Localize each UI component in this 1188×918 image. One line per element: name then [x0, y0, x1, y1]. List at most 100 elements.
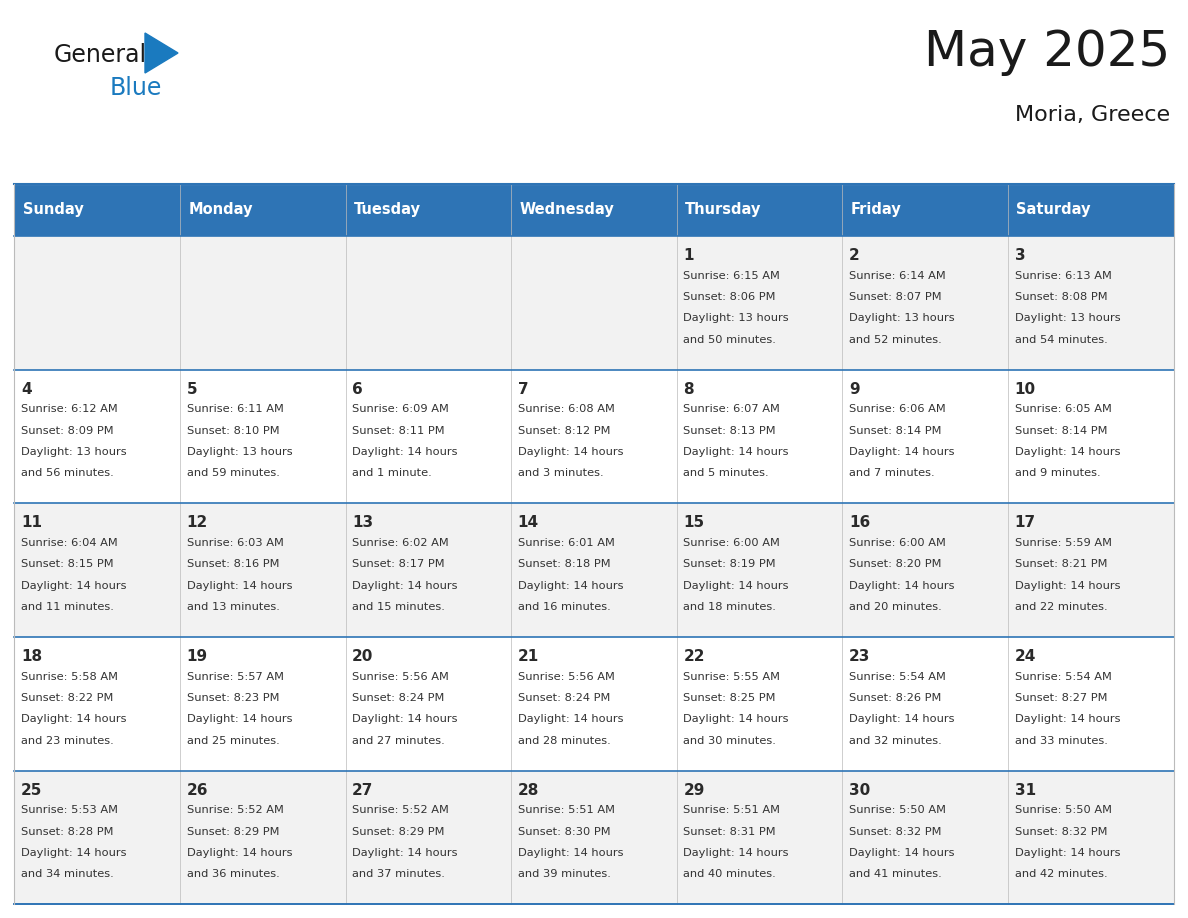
Text: 3: 3 — [1015, 248, 1025, 263]
Bar — [677, 184, 842, 236]
Bar — [14, 184, 179, 236]
Bar — [1009, 637, 1174, 770]
Text: Sunset: 8:24 PM: Sunset: 8:24 PM — [352, 693, 444, 703]
Text: and 28 minutes.: and 28 minutes. — [518, 736, 611, 745]
Text: Daylight: 14 hours: Daylight: 14 hours — [187, 848, 292, 858]
Text: Sunset: 8:16 PM: Sunset: 8:16 PM — [187, 559, 279, 569]
Text: Sunrise: 6:06 AM: Sunrise: 6:06 AM — [849, 404, 946, 414]
Text: Sunrise: 5:57 AM: Sunrise: 5:57 AM — [187, 672, 284, 682]
Text: and 39 minutes.: and 39 minutes. — [518, 869, 611, 879]
Text: 14: 14 — [518, 515, 539, 531]
Bar — [511, 236, 677, 370]
Polygon shape — [145, 33, 178, 73]
Text: and 22 minutes.: and 22 minutes. — [1015, 602, 1107, 612]
Text: Sunset: 8:17 PM: Sunset: 8:17 PM — [352, 559, 444, 569]
Text: and 1 minute.: and 1 minute. — [352, 468, 432, 478]
Text: Daylight: 14 hours: Daylight: 14 hours — [21, 714, 126, 724]
Text: Thursday: Thursday — [685, 202, 762, 218]
Text: Daylight: 14 hours: Daylight: 14 hours — [849, 848, 955, 858]
Text: Sunrise: 6:02 AM: Sunrise: 6:02 AM — [352, 538, 449, 548]
Bar — [14, 370, 179, 503]
Text: Sunrise: 6:14 AM: Sunrise: 6:14 AM — [849, 271, 946, 281]
Text: Sunrise: 6:15 AM: Sunrise: 6:15 AM — [683, 271, 781, 281]
Text: Daylight: 14 hours: Daylight: 14 hours — [518, 581, 624, 591]
Bar — [14, 503, 179, 637]
Bar — [1009, 370, 1174, 503]
Bar — [346, 236, 511, 370]
Text: 17: 17 — [1015, 515, 1036, 531]
Text: 27: 27 — [352, 783, 373, 798]
Text: 4: 4 — [21, 382, 32, 397]
Text: Sunrise: 5:58 AM: Sunrise: 5:58 AM — [21, 672, 118, 682]
Text: Daylight: 14 hours: Daylight: 14 hours — [1015, 447, 1120, 457]
Text: 15: 15 — [683, 515, 704, 531]
Bar — [346, 503, 511, 637]
Text: Daylight: 14 hours: Daylight: 14 hours — [518, 714, 624, 724]
Bar — [677, 503, 842, 637]
Text: and 13 minutes.: and 13 minutes. — [187, 602, 279, 612]
Text: 2: 2 — [849, 248, 860, 263]
Bar — [346, 637, 511, 770]
Text: 21: 21 — [518, 649, 539, 664]
Bar — [346, 370, 511, 503]
Text: and 15 minutes.: and 15 minutes. — [352, 602, 446, 612]
Text: Daylight: 14 hours: Daylight: 14 hours — [21, 581, 126, 591]
Bar — [179, 770, 346, 904]
Text: Sunset: 8:21 PM: Sunset: 8:21 PM — [1015, 559, 1107, 569]
Text: Blue: Blue — [109, 76, 162, 100]
Text: Saturday: Saturday — [1017, 202, 1091, 218]
Text: Sunset: 8:06 PM: Sunset: 8:06 PM — [683, 292, 776, 302]
Text: and 3 minutes.: and 3 minutes. — [518, 468, 604, 478]
Text: Daylight: 14 hours: Daylight: 14 hours — [849, 447, 955, 457]
Text: Sunset: 8:28 PM: Sunset: 8:28 PM — [21, 827, 113, 836]
Text: Sunrise: 6:07 AM: Sunrise: 6:07 AM — [683, 404, 781, 414]
Text: and 34 minutes.: and 34 minutes. — [21, 869, 114, 879]
Text: Daylight: 14 hours: Daylight: 14 hours — [187, 581, 292, 591]
Text: Daylight: 14 hours: Daylight: 14 hours — [518, 447, 624, 457]
Text: 26: 26 — [187, 783, 208, 798]
Text: Sunrise: 6:00 AM: Sunrise: 6:00 AM — [683, 538, 781, 548]
Text: Sunrise: 5:54 AM: Sunrise: 5:54 AM — [849, 672, 946, 682]
Bar — [511, 637, 677, 770]
Bar — [1009, 770, 1174, 904]
Text: 1: 1 — [683, 248, 694, 263]
Bar — [14, 770, 179, 904]
Text: and 27 minutes.: and 27 minutes. — [352, 736, 446, 745]
Text: 28: 28 — [518, 783, 539, 798]
Text: Sunset: 8:25 PM: Sunset: 8:25 PM — [683, 693, 776, 703]
Text: Wednesday: Wednesday — [519, 202, 614, 218]
Text: Daylight: 13 hours: Daylight: 13 hours — [187, 447, 292, 457]
Text: General: General — [53, 43, 146, 67]
Text: Sunrise: 6:04 AM: Sunrise: 6:04 AM — [21, 538, 118, 548]
Text: Daylight: 14 hours: Daylight: 14 hours — [683, 714, 789, 724]
Text: and 42 minutes.: and 42 minutes. — [1015, 869, 1107, 879]
Text: and 20 minutes.: and 20 minutes. — [849, 602, 942, 612]
Text: 29: 29 — [683, 783, 704, 798]
Text: and 16 minutes.: and 16 minutes. — [518, 602, 611, 612]
Text: Daylight: 14 hours: Daylight: 14 hours — [683, 581, 789, 591]
Text: and 33 minutes.: and 33 minutes. — [1015, 736, 1107, 745]
Bar — [14, 236, 179, 370]
Bar — [677, 637, 842, 770]
Bar — [179, 503, 346, 637]
Text: Sunset: 8:09 PM: Sunset: 8:09 PM — [21, 426, 114, 436]
Text: 5: 5 — [187, 382, 197, 397]
Text: Sunset: 8:29 PM: Sunset: 8:29 PM — [187, 827, 279, 836]
Text: Daylight: 13 hours: Daylight: 13 hours — [849, 313, 955, 323]
Text: and 9 minutes.: and 9 minutes. — [1015, 468, 1100, 478]
Text: Monday: Monday — [188, 202, 253, 218]
Text: 19: 19 — [187, 649, 208, 664]
Text: 8: 8 — [683, 382, 694, 397]
Text: Daylight: 13 hours: Daylight: 13 hours — [1015, 313, 1120, 323]
Text: 12: 12 — [187, 515, 208, 531]
Bar — [14, 637, 179, 770]
Text: and 7 minutes.: and 7 minutes. — [849, 468, 935, 478]
Text: Daylight: 14 hours: Daylight: 14 hours — [1015, 714, 1120, 724]
Text: and 40 minutes.: and 40 minutes. — [683, 869, 776, 879]
Text: Daylight: 14 hours: Daylight: 14 hours — [352, 848, 457, 858]
Bar — [677, 236, 842, 370]
Text: 7: 7 — [518, 382, 529, 397]
Text: and 41 minutes.: and 41 minutes. — [849, 869, 942, 879]
Bar — [1009, 503, 1174, 637]
Text: Sunset: 8:30 PM: Sunset: 8:30 PM — [518, 827, 611, 836]
